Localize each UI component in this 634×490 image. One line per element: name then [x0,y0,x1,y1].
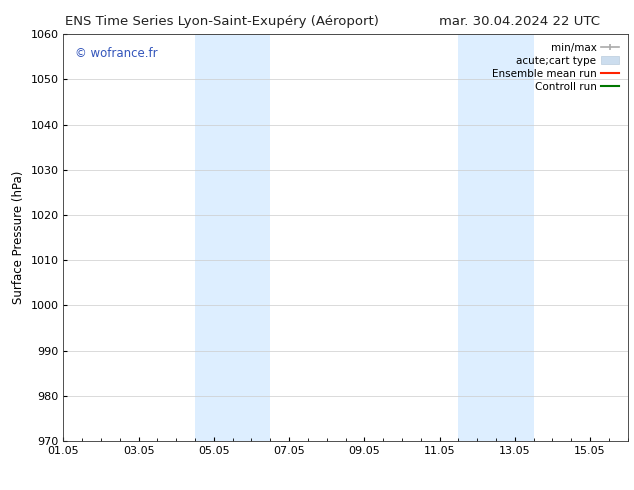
Text: mar. 30.04.2024 22 UTC: mar. 30.04.2024 22 UTC [439,15,600,28]
Bar [195,34,270,441]
Text: ENS Time Series Lyon-Saint-Exupéry (Aéroport): ENS Time Series Lyon-Saint-Exupéry (Aéro… [65,15,379,28]
Bar [458,34,534,441]
Y-axis label: Surface Pressure (hPa): Surface Pressure (hPa) [12,171,25,304]
Text: © wofrance.fr: © wofrance.fr [75,47,157,59]
Legend: min/max, acute;cart type, Ensemble mean run, Controll run: min/max, acute;cart type, Ensemble mean … [489,40,623,95]
